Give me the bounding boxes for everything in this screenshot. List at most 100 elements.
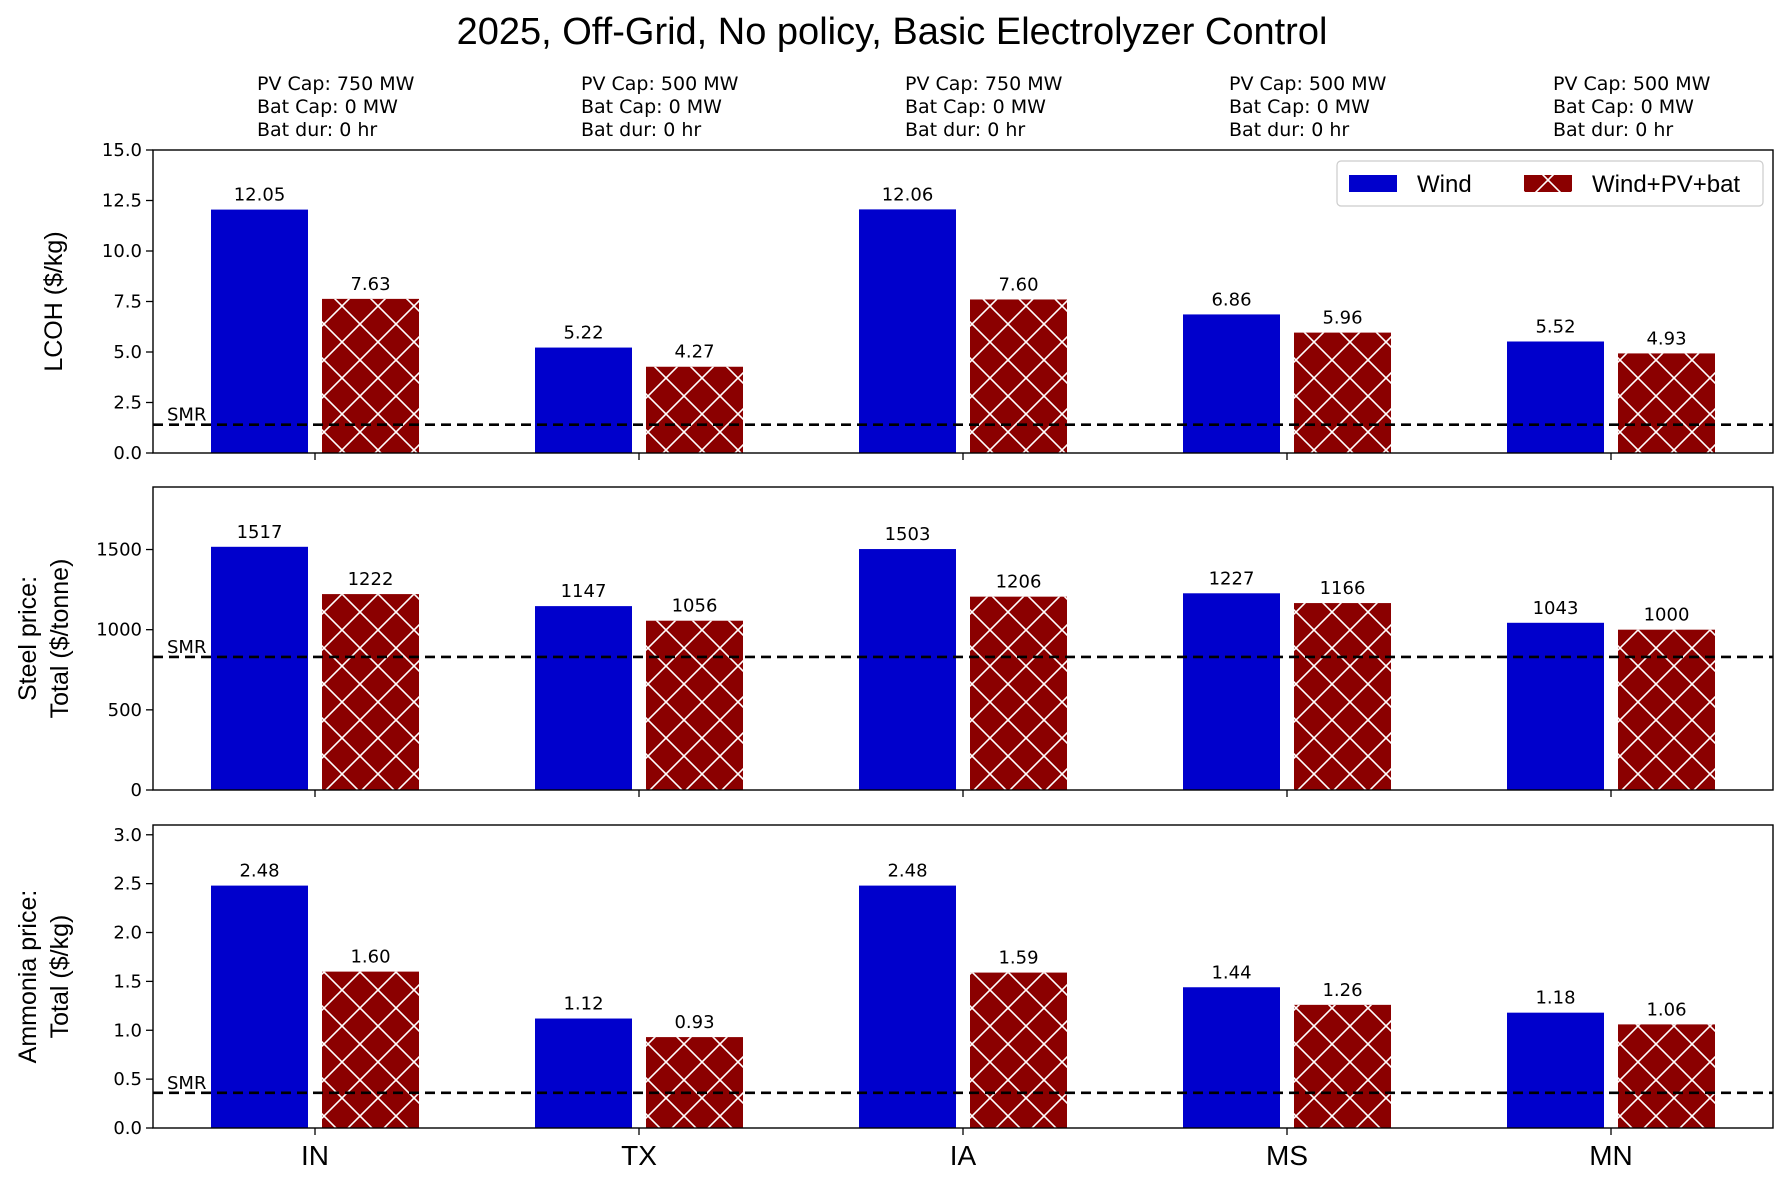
y-tick-label: 1.0 — [113, 1020, 142, 1041]
y-tick-label: 1500 — [96, 540, 142, 561]
bar-hatch-ia — [970, 596, 1067, 790]
bar-value-label: 1227 — [1209, 568, 1255, 589]
y-axis-label: Steel price: — [14, 576, 42, 701]
panel-1: 0 500 1000 1500 Steel price: Total ($/tonne) 1… — [14, 486, 1774, 801]
legend: Wind Wind+PV+bat — [1336, 160, 1764, 207]
bar-value-label: 12.06 — [882, 184, 934, 205]
bar-value-label: 1043 — [1533, 598, 1579, 619]
bar-wind-tx — [535, 1018, 632, 1128]
bar-hatch-in — [322, 298, 419, 453]
capacity-caption-dur: Bat dur: 0 hr — [1229, 119, 1349, 141]
bar-hatch-mn — [1618, 629, 1715, 790]
bar-value-label: 1.18 — [1535, 988, 1575, 1009]
panel-frame — [152, 486, 1774, 791]
bar-wind-tx — [535, 606, 632, 790]
bar-wind-ia — [859, 209, 956, 453]
bar-wind-in — [211, 546, 308, 790]
y-tick-label: 0.5 — [113, 1069, 142, 1090]
panel-0: 0.0 2.5 5.0 7.5 10.0 12.5 15.0 LCOH ($/kg) 12.05… — [40, 140, 1774, 464]
y-axis-label: Total ($/kg) — [46, 915, 74, 1039]
panel-frame — [152, 824, 1774, 1129]
bar-value-label: 12.05 — [234, 185, 286, 206]
x-tick-label: MS — [1266, 1140, 1308, 1171]
bar-value-label: 1.59 — [998, 948, 1038, 969]
bar-value-label: 1222 — [348, 569, 394, 590]
bar-value-label: 5.22 — [563, 323, 603, 344]
panel-frame — [152, 149, 1774, 454]
legend-label-wind: Wind — [1417, 171, 1472, 198]
capacity-caption-pv: PV Cap: 750 MW — [257, 73, 415, 95]
bar-hatch-mn — [1618, 1024, 1715, 1128]
y-axis-label: Ammonia price: — [14, 890, 42, 1064]
y-tick-label: 7.5 — [113, 292, 142, 313]
bar-wind-mn — [1507, 341, 1604, 453]
capacity-caption-dur: Bat dur: 0 hr — [257, 119, 377, 141]
y-axis-label: Total ($/tonne) — [46, 559, 74, 719]
bar-value-label: 2.48 — [239, 861, 279, 882]
bar-wind-tx — [535, 347, 632, 453]
bar-value-label: 4.27 — [674, 342, 714, 363]
bar-value-label: 1206 — [996, 572, 1042, 593]
y-tick-label: 10.0 — [102, 241, 142, 262]
bar-hatch-ms — [1294, 332, 1391, 453]
bar-hatch-ms — [1294, 1004, 1391, 1128]
smr-label: SMR — [167, 1073, 206, 1094]
y-tick-label: 0 — [131, 780, 142, 801]
bar-hatch-in — [322, 971, 419, 1128]
bar-wind-ms — [1183, 593, 1280, 790]
chart-title: 2025, Off-Grid, No policy, Basic Electro… — [457, 11, 1328, 53]
bar-value-label: 7.60 — [998, 274, 1038, 295]
x-tick-label: IA — [950, 1140, 977, 1171]
smr-label: SMR — [167, 637, 206, 658]
bar-value-label: 1503 — [885, 524, 931, 545]
capacity-caption-dur: Bat dur: 0 hr — [581, 119, 701, 141]
capacity-caption-pv: PV Cap: 500 MW — [1553, 73, 1711, 95]
y-axis-label: LCOH ($/kg) — [40, 231, 68, 371]
bar-hatch-tx — [646, 620, 743, 790]
bar-value-label: 2.48 — [887, 861, 927, 882]
y-tick-label: 2.0 — [113, 923, 142, 944]
bar-wind-mn — [1507, 1012, 1604, 1128]
capacity-caption-bat: Bat Cap: 0 MW — [581, 96, 722, 118]
capacity-caption-pv: PV Cap: 750 MW — [905, 73, 1063, 95]
bar-wind-in — [211, 209, 308, 453]
chart-panels: 0.0 2.5 5.0 7.5 10.0 12.5 15.0 LCOH ($/kg) 12.05… — [14, 140, 1774, 1171]
smr-label: SMR — [167, 405, 206, 426]
bar-hatch-in — [322, 594, 419, 790]
bar-value-label: 1517 — [237, 522, 283, 543]
legend-label-windpvbat: Wind+PV+bat — [1592, 171, 1740, 198]
y-tick-label: 2.5 — [113, 393, 142, 414]
bar-wind-ia — [859, 549, 956, 790]
bar-value-label: 5.96 — [1322, 308, 1362, 329]
y-tick-label: 5.0 — [113, 342, 142, 363]
bar-hatch-ia — [970, 299, 1067, 453]
bar-hatch-ia — [970, 972, 1067, 1128]
y-tick-label: 3.0 — [113, 825, 142, 846]
bar-hatch-mn — [1618, 353, 1715, 453]
bar-hatch-ms — [1294, 603, 1391, 790]
bar-hatch-tx — [646, 1037, 743, 1128]
bar-value-label: 1.44 — [1211, 962, 1251, 983]
capacity-caption-dur: Bat dur: 0 hr — [905, 119, 1025, 141]
bar-wind-in — [211, 885, 308, 1128]
bar-value-label: 0.93 — [674, 1012, 714, 1033]
bar-value-label: 1147 — [561, 581, 607, 602]
y-tick-label: 1000 — [96, 620, 142, 641]
bar-value-label: 1.12 — [563, 994, 603, 1015]
capacity-caption-bat: Bat Cap: 0 MW — [1229, 96, 1370, 118]
y-tick-label: 12.5 — [102, 191, 142, 212]
capacity-caption-pv: PV Cap: 500 MW — [1229, 73, 1387, 95]
y-tick-label: 0.0 — [113, 443, 142, 464]
y-tick-label: 2.5 — [113, 874, 142, 895]
bar-value-label: 7.63 — [350, 274, 390, 295]
bar-value-label: 1.06 — [1646, 999, 1686, 1020]
bar-value-label: 1.60 — [350, 947, 390, 968]
capacity-caption-bat: Bat Cap: 0 MW — [257, 96, 398, 118]
bar-value-label: 1000 — [1644, 605, 1690, 626]
y-tick-label: 15.0 — [102, 140, 142, 161]
bar-wind-ms — [1183, 314, 1280, 453]
x-tick-label: TX — [621, 1140, 657, 1171]
y-tick-label: 0.0 — [113, 1118, 142, 1139]
legend-swatch-wind — [1349, 175, 1397, 192]
